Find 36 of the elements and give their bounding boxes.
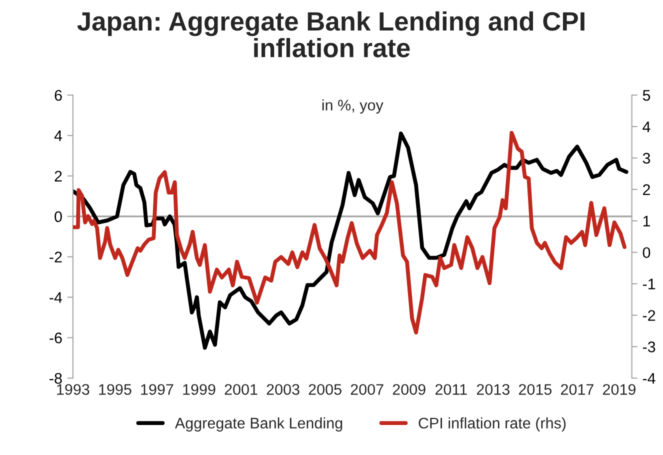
x-tick-label: 2017 (560, 384, 594, 395)
y-tick-label: 2 (54, 170, 62, 182)
legend-label: CPI inflation rate (rhs) (418, 417, 566, 432)
y2-tick-label: 3 (642, 152, 650, 164)
y2-tick-label: -1 (642, 278, 656, 290)
y-tick-label: 4 (54, 130, 62, 142)
y-tick-label: 6 (54, 90, 62, 101)
x-tick-label: 2007 (350, 384, 384, 395)
x-tick-label: 1997 (141, 384, 174, 395)
y-tick-label: -4 (50, 292, 62, 303)
x-tick-label: 2019 (603, 384, 636, 395)
x-tick-label: 2005 (308, 384, 342, 395)
x-tick-label: 2001 (224, 384, 258, 395)
y-tick-label: 0 (54, 211, 62, 222)
x-tick-label: 2003 (266, 384, 300, 395)
x-tick-label: 2009 (392, 384, 426, 395)
x-tick-label: 1999 (183, 384, 216, 395)
y2-tick-label: 0 (642, 247, 650, 258)
y-tick-label: -6 (50, 332, 62, 344)
y2-tick-label: -4 (642, 373, 656, 384)
y2-tick-label: 4 (642, 122, 650, 132)
y2-tick-label: 2 (643, 184, 650, 195)
x-tick-label: 2011 (435, 384, 467, 395)
y2-tick-label: -2 (642, 310, 656, 321)
x-tick-label: 1995 (99, 384, 132, 395)
x-tick-label: 1993 (57, 384, 90, 395)
y2-tick-label: -3 (642, 342, 656, 352)
y2-tick-label: 1 (643, 216, 650, 226)
legend-label: Aggregate Bank Lending (174, 417, 342, 432)
y-tick-label: -8 (50, 372, 62, 384)
y2-tick-label: 5 (642, 90, 650, 101)
x-tick-label: 2015 (518, 384, 552, 395)
chart-subtitle: in %, yoy (322, 99, 384, 114)
x-tick-label: 2013 (476, 384, 510, 395)
chart-title: Japan: Aggregate Bank Lending and CPI inflation rate (77, 11, 584, 58)
y-tick-label: -2 (50, 252, 62, 262)
